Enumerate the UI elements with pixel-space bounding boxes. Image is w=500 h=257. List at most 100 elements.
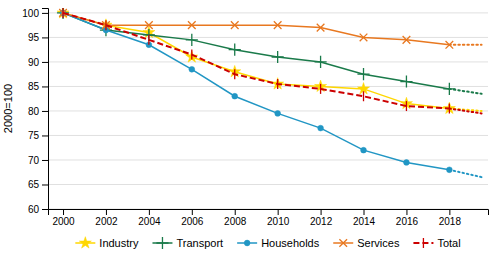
legend-marker [423, 238, 424, 248]
x-tick-label: 2014 [353, 216, 376, 227]
x-tick-label: 2004 [138, 216, 161, 227]
series-line [63, 13, 449, 170]
y-axis: 6065707580859095100 [22, 8, 48, 215]
y-tick-mark [42, 86, 48, 87]
y-tick-mark [42, 111, 48, 112]
x-tick-label: 2002 [95, 216, 118, 227]
marks [57, 8, 482, 177]
y-tick: 85 [28, 81, 48, 92]
point [315, 56, 327, 68]
point [62, 8, 63, 18]
point [404, 160, 410, 166]
point [277, 79, 278, 89]
point [275, 111, 281, 117]
point [57, 8, 69, 18]
grid-line [48, 37, 488, 38]
y-axis-line [42, 9, 49, 210]
y-tick-mark [42, 184, 48, 185]
point [272, 78, 284, 89]
x-tick-label: 2008 [224, 216, 247, 227]
point [188, 21, 196, 29]
y-tick: 75 [28, 130, 48, 141]
grid-line [48, 135, 488, 136]
x-tick-mark [106, 209, 107, 215]
legend-label: Transport [176, 237, 223, 249]
legend-item: Transport [152, 237, 223, 249]
y-axis-title: 2000=100 [2, 84, 14, 133]
series-line [449, 44, 481, 46]
point [229, 44, 241, 56]
y-tick: 70 [28, 155, 48, 166]
y-tick-label: 85 [28, 81, 40, 92]
x-tick-label: 2012 [310, 216, 333, 227]
legend-marker [339, 239, 347, 247]
point [363, 91, 364, 101]
point [403, 36, 411, 44]
legend-label: Total [437, 237, 460, 249]
legend-item: Services [333, 237, 400, 249]
x-tick: 2010 [267, 209, 290, 227]
x-tick-mark [406, 209, 407, 215]
legend: Industry Transport Households Services Total [75, 237, 460, 249]
x-tick-label: 2016 [396, 216, 419, 227]
x-tick-mark [149, 209, 150, 215]
x-tick: 2002 [95, 209, 118, 227]
y-tick-label: 95 [28, 32, 40, 43]
x-tick: 2000 [52, 209, 75, 227]
point [320, 84, 321, 94]
point [318, 125, 324, 131]
x-tick-label: 2010 [267, 216, 290, 227]
point [357, 68, 369, 80]
x-tick: 2008 [224, 209, 247, 227]
point [105, 20, 106, 30]
legend-label: Industry [99, 237, 139, 249]
y-tick-mark [42, 13, 48, 14]
x-tick-label: 2018 [439, 216, 462, 227]
plot: 2000 2002 2004 2006 2008 2010 2012 2014 2016 2018… [22, 7, 488, 228]
series-line [449, 170, 481, 177]
y-tick: 65 [28, 179, 48, 190]
y-tick: 90 [28, 57, 48, 68]
x-tick-mark [192, 209, 193, 215]
point [272, 51, 284, 63]
x-tick: 2004 [138, 209, 161, 227]
y-tick-mark [42, 209, 48, 210]
grid-line [48, 12, 488, 13]
y-tick-label: 60 [28, 204, 40, 215]
legend-label: Services [357, 237, 400, 249]
legend-label: Households [261, 237, 320, 249]
point [189, 66, 195, 72]
y-tick-label: 70 [28, 155, 40, 166]
legend-marker [244, 240, 250, 246]
point [186, 34, 198, 46]
x-tick: 2006 [181, 209, 204, 227]
grid-line [48, 61, 488, 62]
point [400, 75, 412, 87]
y-tick-mark [42, 37, 48, 38]
y-tick-label: 75 [28, 130, 40, 141]
x-tick: 2014 [353, 209, 376, 227]
point [231, 21, 239, 29]
point [234, 69, 235, 79]
point [317, 24, 325, 32]
x-tick-label: 2006 [181, 216, 204, 227]
y-tick: 95 [28, 32, 48, 43]
point [232, 93, 238, 99]
x-tick-mark [321, 209, 322, 215]
x-axis: 2000 2002 2004 2006 2008 2010 2012 2014 2016 2018 [49, 209, 489, 227]
y-tick-label: 65 [28, 179, 40, 190]
grid-line [48, 86, 488, 87]
x-tick-mark [278, 209, 279, 215]
series-line [63, 13, 449, 109]
point [406, 101, 407, 111]
x-tick-label: 2000 [52, 216, 75, 227]
x-tick-mark [235, 209, 236, 215]
chart: 2000 2002 2004 2006 2008 2010 2012 2014 2016 2018… [0, 0, 500, 257]
point [148, 35, 149, 45]
series-line [63, 13, 449, 109]
x-tick: 2016 [396, 209, 419, 227]
grid [48, 13, 488, 209]
legend-item: Households [237, 237, 320, 249]
x-tick: 2012 [310, 209, 333, 227]
legend-marker [79, 237, 91, 248]
